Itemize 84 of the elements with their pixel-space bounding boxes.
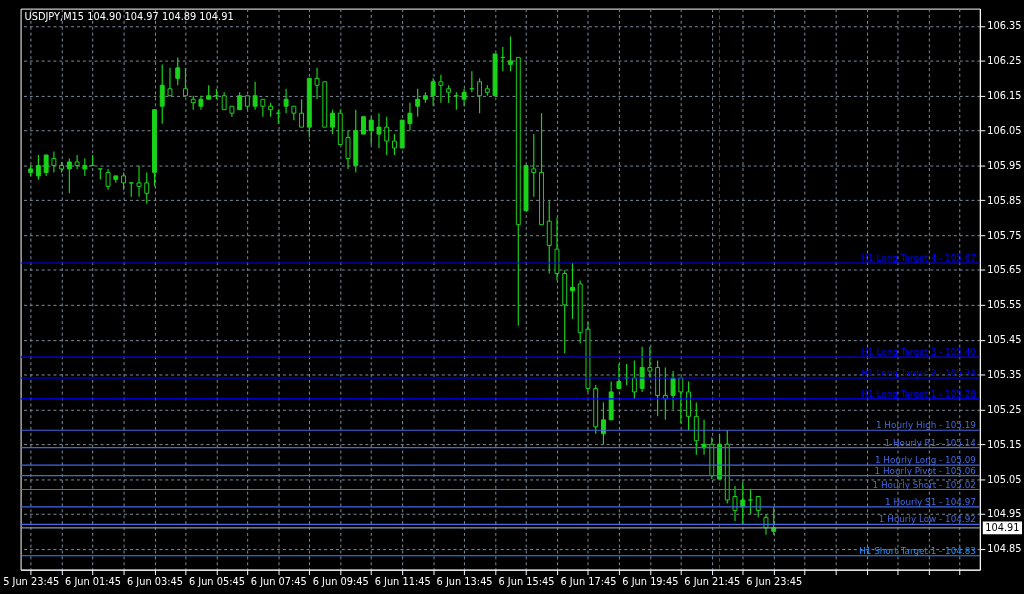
candlestick: [430, 77, 436, 107]
candlestick: [345, 130, 351, 170]
candlestick: [299, 98, 305, 128]
ref-line-label: H1 Long Target 3 - 105.40: [861, 347, 977, 358]
candlestick: [51, 150, 57, 173]
ref-line-label: 1 Hourly High - 105.19: [875, 420, 976, 431]
x-tick-label: 6 Jun 21:45: [684, 575, 741, 587]
chart-title: USDJPY,M15 104.90 104.97 104.89 104.91: [24, 11, 234, 23]
ref-line-label: 1 Hourly Pivot - 105.06: [874, 465, 977, 476]
candlestick: [43, 154, 49, 177]
candlestick: [477, 77, 483, 114]
candlestick: [368, 116, 374, 146]
x-tick-label: 6 Jun 17:45: [560, 575, 617, 587]
y-tick-label: 104.95: [987, 508, 1022, 520]
x-tick-label: 6 Jun 19:45: [622, 575, 679, 587]
y-tick-label: 104.85: [987, 543, 1022, 555]
y-tick-label: 105.95: [987, 159, 1022, 171]
candlestick: [136, 164, 142, 198]
candlestick: [314, 67, 320, 100]
ref-line-label: H1 Long Target 4 - 105.67: [861, 253, 976, 264]
x-tick-label: 6 Jun 13:45: [436, 575, 493, 587]
candlestick: [631, 360, 637, 400]
candlestick: [732, 485, 738, 522]
candlestick: [678, 377, 684, 424]
y-tick-label: 105.85: [987, 194, 1022, 206]
ref-line-label: H1 Short Target 1 - 104.83: [859, 545, 976, 556]
candlestick: [508, 35, 513, 72]
y-tick-label: 105.15: [987, 438, 1022, 450]
x-tick-label: 5 Jun 23:45: [3, 575, 60, 587]
candlestick: [570, 262, 575, 320]
x-tick-label: 6 Jun 03:45: [126, 575, 183, 587]
candlestick: [438, 74, 444, 104]
candlestick: [384, 116, 390, 156]
candlestick: [74, 154, 80, 170]
y-tick-label: 106.25: [987, 55, 1022, 67]
candlestick: [283, 88, 289, 114]
x-tick-label: 6 Jun 15:45: [498, 575, 555, 587]
x-tick-label: 6 Jun 09:45: [312, 575, 369, 587]
y-tick-label: 106.05: [987, 125, 1022, 137]
candlestick: [600, 401, 606, 445]
ref-line-label: 1 Hourly Low - 104.92: [878, 514, 976, 525]
candlestick: [639, 346, 645, 393]
y-tick-label: 105.05: [987, 473, 1022, 485]
candlestick: [531, 133, 537, 198]
x-tick-label: 6 Jun 11:45: [374, 575, 431, 587]
x-tick-label: 6 Jun 23:45: [746, 575, 803, 587]
ref-line-label: 1 Hourly Long - 105.09: [874, 455, 976, 466]
y-tick-label: 105.65: [987, 264, 1022, 276]
candlestick: [330, 109, 335, 135]
y-tick-label: 106.35: [987, 20, 1022, 32]
y-tick-label: 105.55: [987, 299, 1022, 311]
candlestick: [175, 56, 181, 86]
y-tick-label: 105.75: [987, 229, 1022, 241]
x-tick-label: 6 Jun 07:45: [250, 575, 307, 587]
ref-line-label: H1 Long Target 2 - 105.34: [861, 368, 977, 379]
ref-line-label: H1 Long Target 1 - 105.28: [861, 388, 976, 399]
candlestick: [647, 346, 653, 379]
y-tick-label: 105.35: [987, 368, 1022, 380]
candlestick: [183, 67, 188, 97]
ref-line-label: 1 Hourly R1 - 105.14: [884, 437, 977, 448]
x-tick-label: 6 Jun 01:45: [65, 575, 122, 587]
candlestick: [670, 370, 676, 410]
candlestick: [376, 112, 382, 149]
y-tick-label: 105.45: [987, 334, 1022, 346]
candlestick: [252, 81, 258, 111]
candlestick: [616, 363, 622, 390]
ref-line-label: 1 Hourly Short - 105.02: [872, 479, 976, 490]
candlestick: [260, 98, 266, 118]
candlestick: [35, 154, 41, 180]
x-tick-label: 6 Jun 05:45: [188, 575, 245, 587]
candlestick: [740, 481, 746, 525]
candlestick: [66, 157, 72, 194]
ref-line-label: 104.91: [985, 521, 1020, 533]
ref-line-label: 1 Hourly S1 - 104.97: [885, 496, 976, 507]
candlestick: [755, 495, 761, 518]
candlestick: [392, 133, 397, 156]
candlestick: [144, 171, 150, 205]
y-tick-label: 105.25: [987, 403, 1022, 415]
candlestick: [167, 67, 173, 97]
candlestick: [105, 168, 111, 191]
candlestick: [415, 88, 421, 118]
candlestick: [407, 102, 413, 132]
y-tick-label: 106.15: [987, 90, 1022, 102]
candlestick: [159, 63, 165, 125]
